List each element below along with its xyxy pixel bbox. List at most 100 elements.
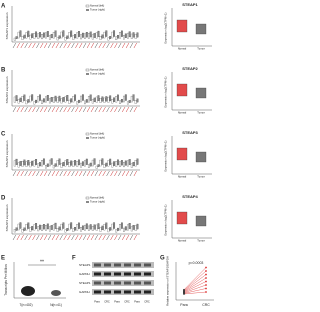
box (62, 161, 65, 167)
x-label-stub (51, 234, 56, 241)
box (13, 96, 16, 103)
x-label-stub (110, 42, 114, 49)
box (31, 226, 34, 231)
box (74, 227, 77, 231)
x-label-stub (51, 106, 56, 113)
box (195, 23, 207, 35)
box (115, 96, 118, 103)
box (21, 229, 24, 233)
box (126, 101, 129, 105)
box (85, 223, 88, 230)
band (104, 272, 111, 276)
box (115, 229, 118, 233)
box (52, 224, 55, 231)
point (205, 270, 207, 272)
box (195, 215, 207, 227)
box (91, 34, 94, 40)
box (123, 227, 125, 232)
label: CRC (144, 300, 150, 304)
box (29, 227, 32, 232)
box (72, 228, 75, 232)
label: STEAP1 (182, 2, 198, 7)
box (60, 163, 63, 168)
box (117, 94, 119, 101)
box (99, 36, 102, 40)
x-label-stub (114, 42, 118, 49)
box (41, 99, 44, 104)
box (27, 222, 30, 229)
box (113, 97, 116, 102)
x-label-stub (118, 42, 122, 49)
box (76, 161, 79, 167)
box (176, 147, 188, 161)
box (97, 95, 100, 102)
box (124, 226, 127, 231)
label: Normal (178, 111, 187, 115)
box (101, 34, 104, 39)
label: CRC (124, 300, 130, 304)
x-label-stub (40, 106, 44, 113)
box (42, 98, 45, 103)
box (176, 83, 188, 97)
box (33, 101, 36, 105)
box (120, 160, 123, 166)
box (19, 161, 22, 166)
box (128, 223, 131, 229)
box (111, 223, 114, 231)
box (13, 160, 16, 167)
band (94, 263, 101, 267)
x-label-stub (40, 234, 44, 241)
box (60, 98, 63, 104)
box (56, 228, 59, 232)
box (68, 99, 71, 104)
x-label-stub (32, 234, 36, 241)
x-label-stub (20, 106, 24, 113)
axis (171, 200, 212, 239)
box (93, 224, 96, 230)
band (134, 290, 141, 294)
box (25, 32, 28, 39)
box (29, 162, 32, 168)
x-label-stub (98, 234, 102, 241)
x-label-stub (32, 106, 36, 113)
box (21, 36, 24, 40)
scatter-cloud (21, 286, 35, 296)
box (42, 224, 45, 230)
box (124, 160, 127, 166)
box (115, 161, 118, 167)
box (195, 151, 207, 163)
label: Expression log2(TPM+1) (164, 141, 168, 172)
x-label-stub (94, 42, 98, 49)
band (104, 263, 111, 267)
x-label-stub (106, 106, 110, 113)
box (103, 224, 106, 231)
point (205, 280, 207, 283)
box (48, 35, 51, 40)
x-label-stub (43, 170, 48, 177)
box (17, 99, 20, 104)
box (91, 99, 94, 104)
x-label-stub (36, 106, 40, 113)
label: STEAP2 expression (5, 76, 9, 103)
box (37, 95, 40, 103)
label: Para (94, 300, 100, 304)
x-label-stub (63, 234, 67, 241)
x-label-stub (12, 170, 17, 177)
label: Tumor (197, 111, 205, 115)
x-label-stub (125, 106, 130, 113)
box (76, 224, 79, 231)
x-label-stub (16, 106, 20, 113)
box (80, 34, 83, 40)
x-label-stub (12, 234, 17, 241)
blot (92, 289, 154, 295)
box (117, 35, 119, 39)
box (27, 160, 30, 166)
box (23, 34, 26, 39)
x-label-stub (20, 170, 24, 177)
x-label-stub (36, 170, 40, 177)
box (46, 95, 49, 101)
x-label-stub (67, 42, 71, 49)
x-label-stub (55, 42, 59, 49)
band (114, 290, 121, 294)
point (205, 291, 207, 293)
